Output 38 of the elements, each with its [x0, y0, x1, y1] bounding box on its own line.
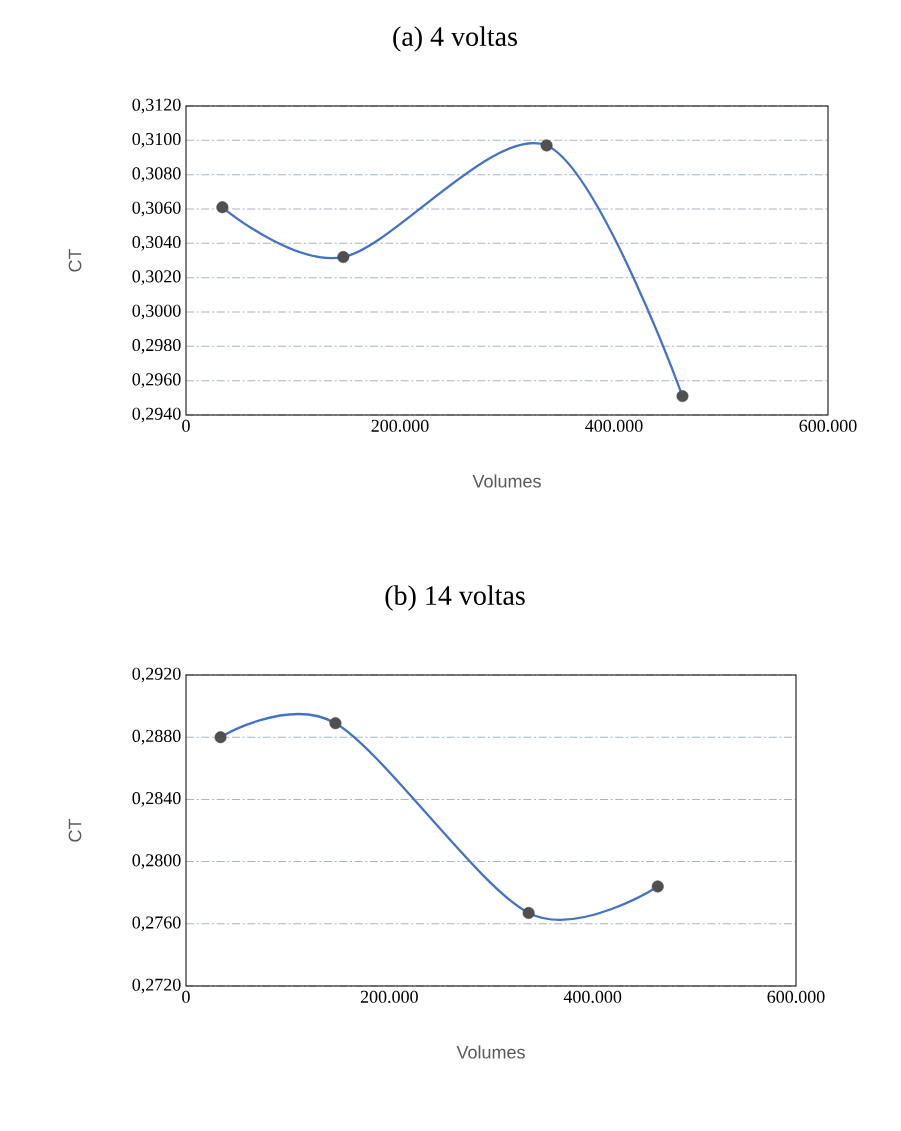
- point: [214, 731, 227, 744]
- y-tick-label: 0,2920: [132, 667, 181, 683]
- chart-title: (b) 14 voltas: [385, 585, 525, 611]
- y-axis-title: CT: [68, 818, 82, 842]
- y-tick-label: 0,2800: [132, 854, 181, 869]
- y-tick-label: 0,3100: [132, 132, 181, 148]
- x-tick-label: 0: [182, 419, 190, 432]
- point: [651, 880, 664, 893]
- y-tick-label: 0,3000: [132, 304, 181, 320]
- point: [329, 717, 342, 730]
- y-tick-label: 0,3040: [132, 235, 181, 251]
- point: [337, 251, 350, 264]
- x-tick-label: 200.000: [371, 419, 429, 432]
- y-tick-label: 0,2960: [132, 373, 181, 389]
- point: [216, 201, 229, 214]
- x-tick-label: 600.000: [767, 990, 825, 1003]
- y-tick-label: 0,3020: [132, 270, 181, 286]
- y-tick-label: 0,2760: [132, 916, 181, 932]
- x-tick-label: 600.000: [799, 419, 857, 432]
- point: [540, 139, 553, 152]
- x-axis-title: Volumes: [472, 474, 541, 488]
- chart-title: (a) 4 voltas: [393, 26, 517, 52]
- x-tick-label: 200.000: [360, 990, 418, 1003]
- y-tick-label: 0,2980: [132, 338, 181, 354]
- y-tick-label: 0,2840: [132, 792, 181, 807]
- y-tick-label: 0,3120: [132, 98, 181, 114]
- point: [522, 906, 535, 919]
- y-tick-label: 0,2940: [132, 407, 181, 423]
- x-tick-label: 400.000: [563, 990, 622, 1003]
- y-tick-label: 0,2880: [132, 729, 181, 745]
- x-tick-label: 400.000: [585, 419, 643, 432]
- y-tick-label: 0,3060: [132, 201, 181, 217]
- y-tick-label: 0,3080: [132, 167, 181, 183]
- x-tick-label: 0: [182, 990, 190, 1003]
- point: [676, 390, 689, 403]
- x-axis-title: Volumes: [456, 1045, 525, 1059]
- y-tick-label: 0,2720: [132, 978, 181, 994]
- y-axis-title: CT: [68, 248, 82, 272]
